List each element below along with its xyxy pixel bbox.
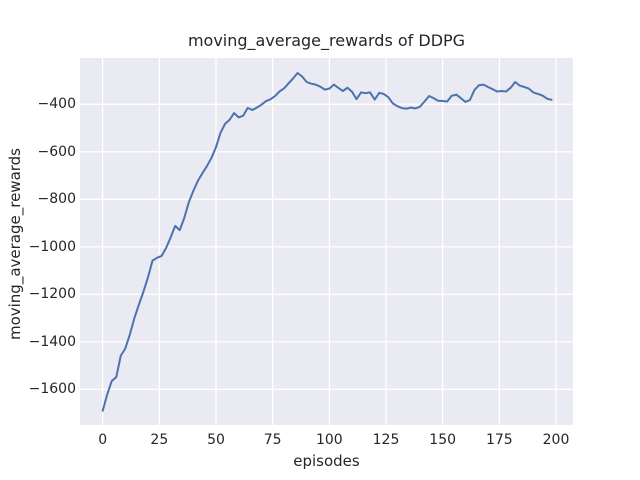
- x-tick-label: 175: [485, 432, 513, 448]
- y-tick-label: −1600: [28, 381, 76, 398]
- x-tick-label: 50: [207, 432, 225, 448]
- x-tick-label: 200: [542, 432, 570, 448]
- y-tick-label: −1400: [28, 333, 76, 350]
- y-tick-label: −1000: [28, 238, 76, 255]
- y-tick-label: −1200: [28, 286, 76, 303]
- x-tick-label: 125: [372, 432, 400, 448]
- series-line-moving_average_rewards: [101, 72, 553, 412]
- chart-title: moving_average_rewards of DDPG: [187, 31, 466, 50]
- plot-area: [80, 58, 573, 425]
- x-tick-label: 100: [315, 432, 343, 448]
- y-tick-label: −400: [37, 96, 76, 113]
- x-tick-label: 150: [429, 432, 457, 448]
- plot-canvas: [80, 58, 573, 425]
- x-axis-ticks: 0 25 50 75 100 125 150 175 200: [80, 431, 573, 449]
- x-tick-label: 0: [98, 432, 108, 448]
- x-tick-label: 25: [150, 432, 169, 448]
- x-tick-label: 75: [263, 432, 282, 448]
- y-axis-ticks: −400 −600 −800 −1000 −1200 −1400 −1600: [0, 58, 76, 425]
- y-tick-label: −600: [37, 143, 76, 160]
- x-axis-label: episodes: [293, 452, 360, 470]
- y-axis-label: moving_average_rewards: [6, 147, 24, 341]
- y-tick-label: −800: [37, 191, 76, 208]
